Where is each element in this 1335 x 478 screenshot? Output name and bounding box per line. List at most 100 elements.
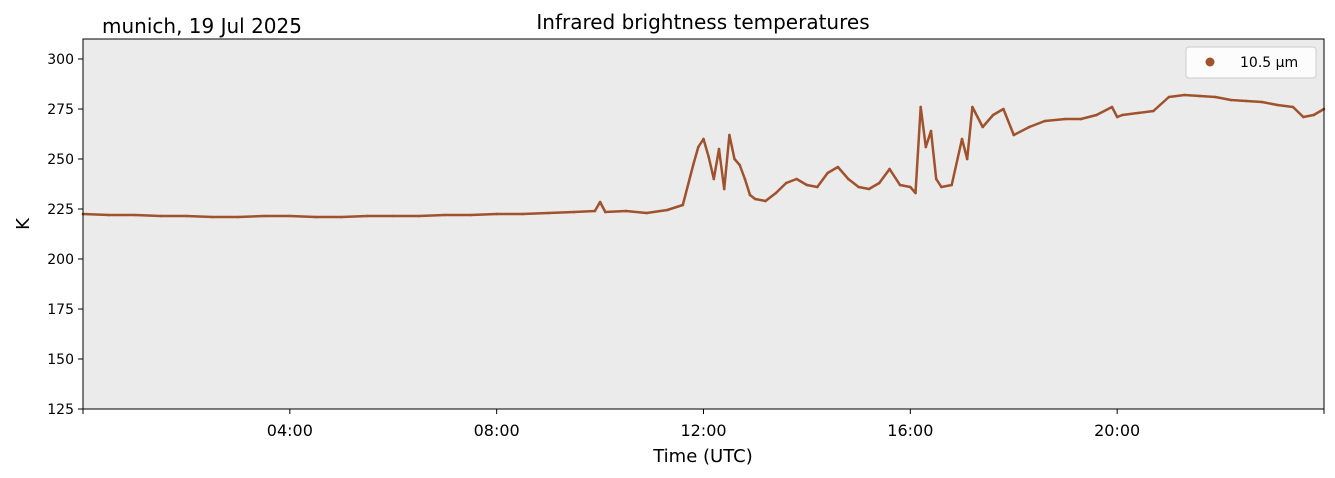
data-point bbox=[1110, 105, 1114, 109]
data-point bbox=[733, 157, 736, 161]
data-point bbox=[774, 191, 778, 195]
chart-subtitle: munich, 19 Jul 2025 bbox=[102, 14, 302, 38]
data-point bbox=[960, 137, 964, 141]
data-point bbox=[981, 125, 984, 129]
data-point bbox=[495, 212, 499, 216]
data-point bbox=[805, 183, 809, 187]
data-point bbox=[991, 113, 995, 117]
data-point bbox=[950, 183, 953, 187]
data-point bbox=[702, 137, 705, 141]
data-point bbox=[753, 197, 757, 201]
data-point bbox=[971, 105, 974, 109]
y-tick-label: 275 bbox=[47, 102, 74, 118]
data-point bbox=[159, 214, 162, 218]
data-point bbox=[728, 133, 731, 137]
data-point bbox=[1229, 98, 1233, 102]
data-point bbox=[1245, 99, 1248, 103]
data-point bbox=[857, 185, 860, 189]
data-point bbox=[598, 200, 602, 204]
data-point bbox=[722, 187, 726, 191]
data-point bbox=[624, 209, 628, 213]
data-point bbox=[826, 171, 829, 175]
data-point bbox=[940, 185, 943, 189]
y-tick-label: 200 bbox=[47, 252, 74, 268]
data-point bbox=[743, 177, 747, 181]
data-point bbox=[469, 213, 473, 217]
data-point bbox=[1002, 107, 1005, 111]
data-point bbox=[1136, 111, 1140, 115]
data-point bbox=[133, 213, 136, 217]
data-point bbox=[1079, 117, 1083, 121]
data-point bbox=[521, 212, 524, 216]
data-point bbox=[417, 214, 421, 218]
data-point bbox=[1214, 95, 1217, 99]
x-tick-label: 12:00 bbox=[680, 421, 726, 440]
data-point bbox=[1043, 119, 1047, 123]
data-point bbox=[1183, 93, 1186, 97]
y-tick-label: 250 bbox=[47, 152, 74, 168]
y-tick-label: 225 bbox=[47, 202, 74, 218]
data-point bbox=[898, 183, 902, 187]
data-point bbox=[795, 177, 798, 181]
data-point bbox=[340, 215, 343, 219]
data-point bbox=[965, 157, 969, 161]
data-point bbox=[697, 145, 700, 149]
y-axis: 125 150 175 200 225 250 275 300 bbox=[47, 52, 83, 418]
data-point bbox=[236, 215, 240, 219]
data-point bbox=[836, 165, 840, 169]
data-point bbox=[914, 191, 917, 195]
data-point bbox=[314, 215, 318, 219]
x-axis: 04:00 08:00 12:00 16:00 20:00 bbox=[82, 409, 1325, 440]
data-point bbox=[1302, 115, 1305, 119]
data-point bbox=[717, 147, 721, 151]
data-point bbox=[707, 155, 710, 159]
data-point bbox=[888, 167, 891, 171]
data-point bbox=[924, 145, 928, 149]
y-tick-label: 125 bbox=[47, 402, 74, 418]
y-tick-label: 150 bbox=[47, 352, 74, 368]
data-point bbox=[784, 181, 788, 185]
y-tick-label: 175 bbox=[47, 302, 74, 318]
x-tick-label: 16:00 bbox=[887, 421, 933, 440]
data-point bbox=[1152, 109, 1155, 113]
data-point bbox=[1115, 115, 1119, 119]
data-point bbox=[748, 193, 752, 197]
data-point bbox=[645, 211, 648, 215]
data-point bbox=[1121, 113, 1124, 117]
data-point bbox=[262, 214, 266, 218]
data-point bbox=[847, 177, 850, 181]
legend-marker bbox=[1205, 57, 1215, 67]
plot-frame bbox=[82, 38, 1325, 410]
legend-label: 10.5 µm bbox=[1240, 55, 1298, 71]
data-point bbox=[211, 215, 214, 219]
data-point bbox=[392, 214, 395, 218]
legend-box bbox=[1185, 46, 1317, 79]
data-point bbox=[934, 177, 938, 181]
x-tick-label: 20:00 bbox=[1094, 421, 1140, 440]
data-point bbox=[1095, 113, 1098, 117]
y-axis-label: K bbox=[13, 217, 34, 230]
data-point bbox=[1291, 105, 1295, 109]
x-tick-label: 04:00 bbox=[267, 421, 313, 440]
data-point bbox=[107, 213, 111, 217]
data-point bbox=[1028, 125, 1031, 129]
data-point bbox=[185, 214, 188, 218]
plot-area bbox=[83, 39, 1324, 409]
data-point bbox=[1064, 117, 1067, 121]
data-point bbox=[443, 213, 447, 217]
data-point bbox=[681, 203, 685, 207]
legend: 10.5 µm bbox=[1185, 46, 1317, 79]
data-point bbox=[1198, 94, 1202, 98]
y-tick-label: 300 bbox=[47, 52, 74, 68]
data-point bbox=[572, 210, 576, 214]
data-point bbox=[1012, 133, 1016, 137]
data-point bbox=[593, 209, 597, 213]
data-point bbox=[1167, 95, 1171, 99]
chart-title: Infrared brightness temperatures bbox=[536, 10, 869, 34]
data-point bbox=[919, 105, 922, 109]
data-point bbox=[547, 211, 550, 215]
data-point bbox=[712, 177, 716, 181]
data-point bbox=[878, 181, 881, 185]
data-point bbox=[909, 185, 912, 189]
